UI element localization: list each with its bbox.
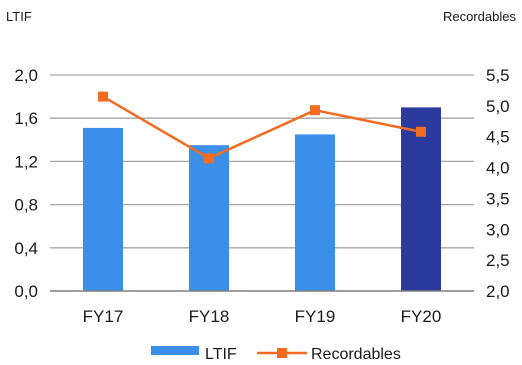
y-left-tick-label: 1,6: [14, 109, 38, 128]
y-left-tick-label: 2,0: [14, 66, 38, 85]
legend-label-recordables: Recordables: [311, 346, 401, 363]
y-right-tick-label: 2,5: [486, 251, 510, 270]
y-left-tick-label: 0,0: [14, 282, 38, 301]
y-right-tick-label: 3,0: [486, 220, 510, 239]
recordables-point-fy20: [416, 126, 426, 137]
y-axis-right-title: Recordables: [443, 9, 516, 24]
y-right-tick-label: 4,5: [486, 128, 510, 147]
legend-marker-recordables: [277, 348, 287, 358]
bar-fy19: [295, 134, 335, 291]
x-tick-label: FY19: [295, 307, 336, 326]
y-right-tick-label: 3,5: [486, 189, 510, 208]
bar-series-ltif: [83, 107, 441, 292]
y-right-tick-label: 4,0: [486, 159, 510, 178]
recordables-line: [102, 95, 422, 160]
y-axis-left-title: LTIF: [6, 9, 32, 24]
recordables-point-fy18: [204, 153, 214, 164]
line-series-recordables: [98, 91, 426, 164]
x-tick-label: FY20: [401, 307, 442, 326]
y-right-tick-label: 5,0: [486, 97, 510, 116]
legend-label-ltif: LTIF: [205, 346, 237, 363]
legend: LTIF Recordables: [151, 346, 401, 363]
bar-fy20: [401, 107, 441, 292]
y-left-tick-label: 0,8: [14, 196, 38, 215]
bar-fy18: [189, 145, 229, 291]
bar-fy17: [83, 127, 123, 291]
y-left-tick-label: 0,4: [14, 239, 38, 258]
recordables-point-fy19: [310, 105, 320, 116]
x-tick-label: FY17: [83, 307, 124, 326]
y-right-tick-label: 5,5: [486, 66, 510, 85]
y-right-tick-label: 2,0: [486, 282, 510, 301]
legend-swatch-ltif: [151, 346, 199, 355]
recordables-point-fy17: [98, 91, 108, 102]
x-tick-label: FY18: [189, 307, 230, 326]
axes: 0,0 0,4 0,8 1,2 1,6 2,0 2,0 2,5 3,0 3,5 4,0 4,5 5,0 5…: [14, 66, 509, 326]
y-left-tick-label: 1,2: [14, 152, 38, 171]
